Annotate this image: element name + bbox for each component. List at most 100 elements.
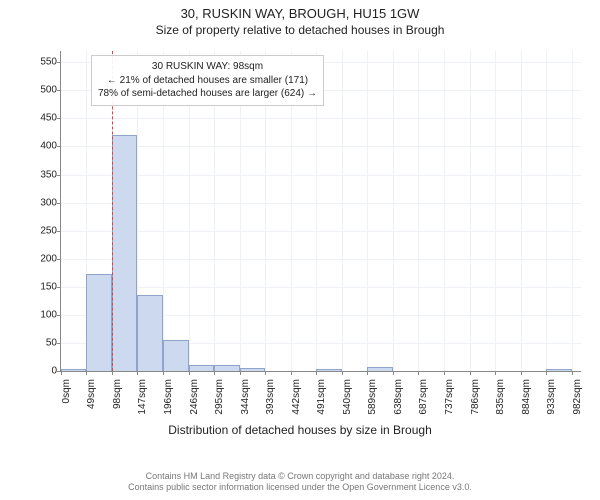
x-tick-label: 393sqm: [265, 377, 276, 415]
gridline-v: [367, 51, 368, 371]
x-tick-mark: [214, 371, 215, 375]
x-tick-mark: [546, 371, 547, 375]
gridline-h: [61, 259, 581, 260]
footer-line2: Contains public sector information licen…: [0, 482, 600, 494]
x-tick-label: 737sqm: [444, 377, 455, 415]
gridline-h: [61, 287, 581, 288]
gridline-h: [61, 175, 581, 176]
x-tick-mark: [61, 371, 62, 375]
y-tick-label: 250: [25, 225, 61, 236]
histogram-bar: [189, 365, 214, 371]
gridline-h: [61, 231, 581, 232]
x-tick-label: 540sqm: [342, 377, 353, 415]
y-tick-mark: [57, 118, 61, 119]
y-tick-label: 550: [25, 57, 61, 68]
y-tick-mark: [57, 287, 61, 288]
histogram-bar: [240, 368, 265, 371]
x-tick-mark: [470, 371, 471, 375]
x-tick-mark: [393, 371, 394, 375]
histogram-bar: [214, 365, 239, 371]
x-tick-label: 884sqm: [521, 377, 532, 415]
x-tick-label: 344sqm: [240, 377, 251, 415]
footer-attribution: Contains HM Land Registry data © Crown c…: [0, 471, 600, 494]
x-tick-label: 0sqm: [61, 377, 72, 403]
y-tick-label: 300: [25, 197, 61, 208]
x-tick-label: 982sqm: [572, 377, 583, 415]
gridline-v: [393, 51, 394, 371]
gridline-v: [521, 51, 522, 371]
y-tick-mark: [57, 259, 61, 260]
x-tick-label: 295sqm: [214, 377, 225, 415]
histogram-bar: [86, 274, 111, 371]
chart-title-line2: Size of property relative to detached ho…: [0, 21, 600, 41]
y-tick-label: 500: [25, 85, 61, 96]
y-tick-mark: [57, 231, 61, 232]
x-tick-label: 835sqm: [495, 377, 506, 415]
x-tick-mark: [418, 371, 419, 375]
x-tick-mark: [444, 371, 445, 375]
gridline-h: [61, 118, 581, 119]
x-tick-mark: [521, 371, 522, 375]
x-tick-mark: [495, 371, 496, 375]
x-tick-label: 589sqm: [367, 377, 378, 415]
x-tick-mark: [291, 371, 292, 375]
x-tick-label: 491sqm: [316, 377, 327, 415]
x-tick-label: 246sqm: [189, 377, 200, 415]
y-tick-mark: [57, 315, 61, 316]
y-tick-label: 450: [25, 113, 61, 124]
y-tick-mark: [57, 343, 61, 344]
x-tick-label: 933sqm: [546, 377, 557, 415]
y-tick-label: 50: [25, 337, 61, 348]
gridline-v: [444, 51, 445, 371]
histogram-bar: [316, 369, 341, 371]
x-tick-mark: [137, 371, 138, 375]
gridline-v: [546, 51, 547, 371]
y-tick-label: 0: [25, 366, 61, 377]
y-tick-mark: [57, 90, 61, 91]
annotation-box: 30 RUSKIN WAY: 98sqm ← 21% of detached h…: [91, 55, 324, 106]
histogram-bar: [163, 340, 189, 371]
y-tick-label: 200: [25, 253, 61, 264]
annotation-line2: ← 21% of detached houses are smaller (17…: [98, 74, 317, 88]
x-tick-mark: [112, 371, 113, 375]
gridline-h: [61, 146, 581, 147]
x-tick-mark: [367, 371, 368, 375]
histogram-bar: [367, 367, 392, 371]
x-tick-label: 638sqm: [393, 377, 404, 415]
gridline-v: [418, 51, 419, 371]
chart-title-line1: 30, RUSKIN WAY, BROUGH, HU15 1GW: [0, 0, 600, 21]
histogram-bar: [137, 295, 162, 371]
x-tick-mark: [240, 371, 241, 375]
x-axis-label: Distribution of detached houses by size …: [0, 421, 600, 437]
annotation-line1: 30 RUSKIN WAY: 98sqm: [98, 60, 317, 74]
y-tick-label: 100: [25, 309, 61, 320]
histogram-bar: [61, 369, 86, 371]
gridline-v: [470, 51, 471, 371]
x-tick-label: 49sqm: [86, 377, 97, 409]
x-tick-mark: [86, 371, 87, 375]
x-tick-mark: [265, 371, 266, 375]
footer-line1: Contains HM Land Registry data © Crown c…: [0, 471, 600, 483]
y-tick-mark: [57, 175, 61, 176]
x-tick-label: 786sqm: [470, 377, 481, 415]
histogram-bar: [112, 135, 137, 371]
x-tick-label: 147sqm: [137, 377, 148, 415]
gridline-v: [572, 51, 573, 371]
gridline-v: [342, 51, 343, 371]
y-tick-label: 400: [25, 141, 61, 152]
x-tick-mark: [163, 371, 164, 375]
gridline-v: [495, 51, 496, 371]
y-tick-mark: [57, 146, 61, 147]
histogram-bar: [546, 369, 571, 371]
x-tick-label: 687sqm: [418, 377, 429, 415]
plot-area: 0501001502002503003504004505005500sqm49s…: [60, 51, 581, 372]
x-tick-label: 196sqm: [163, 377, 174, 415]
chart-container: Number of detached properties 0501001502…: [0, 41, 600, 421]
x-tick-mark: [572, 371, 573, 375]
x-tick-mark: [316, 371, 317, 375]
y-tick-mark: [57, 203, 61, 204]
x-tick-label: 98sqm: [112, 377, 123, 409]
y-tick-label: 350: [25, 169, 61, 180]
x-tick-mark: [189, 371, 190, 375]
x-tick-mark: [342, 371, 343, 375]
